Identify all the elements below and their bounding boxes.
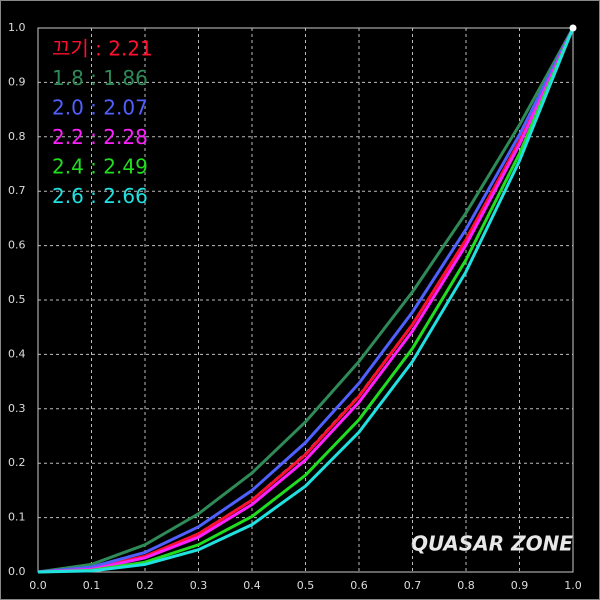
y-tick-label: 0.9 [8, 75, 26, 88]
y-tick-label: 0.4 [8, 347, 26, 360]
x-tick-label: 0.0 [29, 579, 47, 592]
x-tick-label: 0.4 [243, 579, 261, 592]
series-line [37, 27, 575, 574]
y-tick-label: 0.5 [8, 293, 26, 306]
y-tick-label: 0.0 [8, 565, 26, 578]
series-line [37, 27, 575, 574]
x-tick-label: 0.9 [511, 579, 529, 592]
y-tick-label: 0.8 [8, 130, 26, 143]
x-tick-label: 0.7 [404, 579, 422, 592]
plot-border [37, 27, 574, 573]
legend-entry: 끄기 : 2.21 [52, 37, 153, 61]
y-tick-label: 1.0 [8, 21, 26, 34]
x-tick-label: 0.8 [457, 579, 475, 592]
y-tick-label: 0.2 [8, 456, 26, 469]
x-tick-label: 0.2 [136, 579, 154, 592]
x-tick-label: 0.1 [83, 579, 101, 592]
series-line [37, 27, 575, 574]
legend-entry: 2.2 : 2.28 [52, 125, 148, 149]
legend-entry: 2.4 : 2.49 [52, 155, 148, 179]
legend-entry: 2.6 : 2.66 [52, 184, 148, 208]
x-tick-label: 1.0 [564, 579, 582, 592]
watermark: QUASAR ZONE [411, 532, 573, 556]
series-line [37, 27, 575, 574]
x-tick-label: 0.3 [190, 579, 208, 592]
y-tick-label: 0.1 [8, 511, 26, 524]
x-tick-label: 0.6 [350, 579, 368, 592]
x-tick-label: 0.5 [297, 579, 315, 592]
y-tick-label: 0.7 [8, 184, 26, 197]
legend-entry: 2.0 : 2.07 [52, 96, 148, 120]
y-tick-label: 0.3 [8, 402, 26, 415]
y-tick-label: 0.6 [8, 239, 26, 252]
series-line [37, 27, 575, 574]
legend-entry: 1.8 : 1.86 [52, 66, 148, 90]
end-marker [569, 24, 577, 32]
